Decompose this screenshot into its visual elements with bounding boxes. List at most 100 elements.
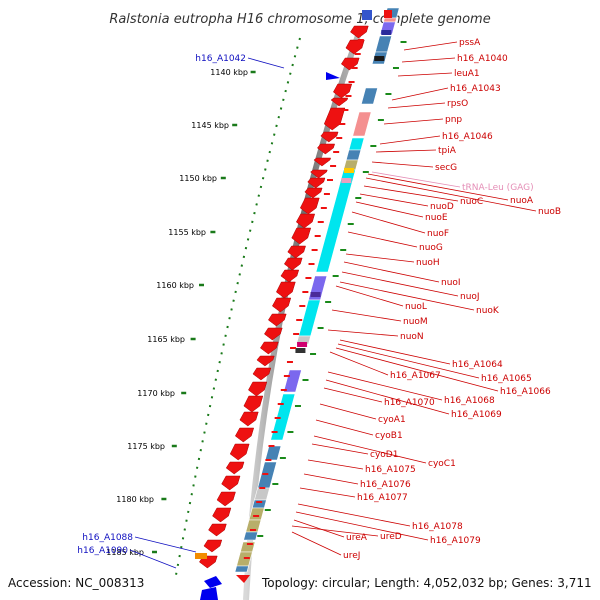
reverse-gene-label: pssA — [459, 38, 481, 48]
reverse-gene-label-leader — [293, 519, 345, 538]
reverse-gene-label: cyoD1 — [370, 450, 398, 460]
forward-gene-label-leader — [247, 57, 285, 69]
reverse-cds-arrow — [236, 575, 250, 583]
reverse-gene-label-leader — [335, 347, 499, 392]
reverse-gene-label: h16_A1077 — [357, 493, 408, 503]
forward-cds-arrow — [326, 72, 340, 80]
cog-bar — [341, 178, 352, 183]
forward-gene-label: h16_A1088 — [82, 533, 133, 543]
reverse-gene-label: h16_A1040 — [457, 54, 508, 64]
reverse-gene-label-leader — [339, 339, 451, 365]
reverse-cds-arrow — [239, 411, 259, 427]
map-title: Ralstonia eutropha H16 chromosome 1, com… — [109, 12, 490, 27]
cog-bar — [283, 369, 302, 393]
reverse-cds-arrow — [280, 269, 300, 283]
reverse-gene-label: nuoA — [510, 196, 534, 206]
reverse-gene-label-leader — [315, 419, 374, 436]
reverse-gene-label-leader — [379, 135, 441, 145]
reverse-gene-label-leader — [299, 487, 356, 498]
reverse-cds-arrow — [320, 131, 339, 143]
reverse-gene-label: nuoB — [538, 207, 561, 217]
reverse-gene-label: cyoC1 — [428, 459, 456, 469]
reverse-cds-arrow — [317, 143, 336, 155]
forward-gene-label: h16_A1042 — [195, 54, 246, 64]
reverse-cds-arrow — [304, 187, 323, 199]
cog-bar — [383, 17, 397, 23]
cog-bar — [352, 111, 372, 137]
reverse-cds-arrow — [287, 245, 306, 259]
cog-bar — [360, 87, 379, 105]
reverse-gene-label-leader — [335, 285, 404, 307]
reverse-gene-label: h16_A1070 — [384, 398, 435, 408]
reverse-gene-label: h16_A1068 — [444, 396, 495, 406]
reverse-cds-arrow — [221, 475, 241, 491]
reverse-gene-label: h16_A1046 — [442, 132, 493, 142]
reverse-gene-label-leader — [339, 281, 475, 311]
reverse-gene-label-leader — [341, 271, 459, 297]
reverse-gene-label: h16_A1067 — [390, 371, 441, 381]
reverse-cds-arrow — [323, 107, 346, 131]
reverse-gene-label-leader — [303, 473, 359, 485]
forward-cds-features — [195, 10, 392, 600]
kbp-label: 1185 kbp — [106, 548, 144, 557]
cog-bar — [374, 56, 385, 61]
reverse-gene-label: h16_A1078 — [412, 522, 463, 532]
reverse-gene-label: nuoM — [403, 317, 428, 327]
reverse-gene-label: h16_A1076 — [360, 480, 411, 490]
reverse-gene-label-leader — [311, 443, 369, 455]
cog-bar — [270, 393, 296, 441]
reverse-gene-label: nuoI — [441, 278, 461, 288]
reverse-gene-label-leader — [387, 102, 446, 109]
cog-bar — [243, 531, 259, 541]
reverse-gene-label-leader — [343, 261, 440, 283]
reverse-gene-label-leader — [345, 253, 415, 263]
cog-bar — [297, 342, 308, 347]
reverse-gene-label-leader — [391, 87, 449, 101]
accession-text: Accession: NC_008313 — [8, 576, 144, 590]
reverse-gene-label: h16_A1066 — [500, 387, 551, 397]
reverse-cds-arrow — [313, 157, 332, 167]
reverse-gene-label-leader — [331, 309, 402, 322]
reverse-gene-label-leader — [295, 511, 429, 541]
forward-cds-arrow — [195, 553, 207, 559]
kbp-label: 1150 kbp — [179, 174, 217, 183]
forward-gene-label-leader — [134, 536, 197, 553]
reverse-cds-arrow — [203, 539, 223, 553]
kbp-label: 1155 kbp — [168, 228, 206, 237]
cog-bar — [264, 445, 282, 461]
reverse-gene-label: h16_A1069 — [451, 410, 502, 420]
reverse-cds-arrow — [299, 197, 320, 215]
kbp-label: 1180 kbp — [116, 495, 154, 504]
reverse-gene-label: nuoH — [416, 258, 440, 268]
reverse-gene-label-leader — [403, 41, 458, 51]
reverse-gene-label-leader — [297, 503, 411, 527]
reverse-cds-arrow — [268, 313, 287, 327]
cog-bar — [295, 348, 306, 353]
reverse-cds-arrow — [307, 177, 326, 189]
reverse-cds-arrow — [229, 443, 250, 461]
kbp-label: 1175 kbp — [127, 442, 165, 451]
kbp-label: 1140 kbp — [210, 68, 248, 77]
reverse-gene-label-leader — [337, 343, 480, 379]
reverse-gene-label-leader — [383, 118, 444, 125]
reverse-gene-label: cyoB1 — [375, 431, 403, 441]
reverse-cds-arrow — [333, 83, 353, 99]
cog-bar — [344, 168, 355, 173]
reverse-cds-arrow — [248, 381, 268, 397]
reverse-gene-label: nuoJ — [460, 292, 480, 302]
cog-bar — [234, 565, 249, 573]
reverse-gene-label-leader — [323, 387, 383, 403]
reverse-gene-label: nuoE — [425, 213, 448, 223]
kbp-label: 1165 kbp — [147, 335, 185, 344]
trna-label-leader — [371, 171, 461, 188]
reverse-cds-arrow — [291, 227, 312, 245]
reverse-gene-label: nuoC — [460, 197, 483, 207]
reverse-gene-label-leader — [359, 193, 429, 207]
forward-gene-label: h16_A1090 — [77, 546, 128, 556]
reverse-gene-label-leader — [367, 173, 509, 201]
kbp-label: 1145 kbp — [191, 121, 229, 130]
reverse-gene-label: tpiA — [438, 146, 457, 156]
trna-label: tRNA-Leu (GAG) — [462, 183, 534, 193]
reverse-gene-label: h16_A1065 — [481, 374, 532, 384]
